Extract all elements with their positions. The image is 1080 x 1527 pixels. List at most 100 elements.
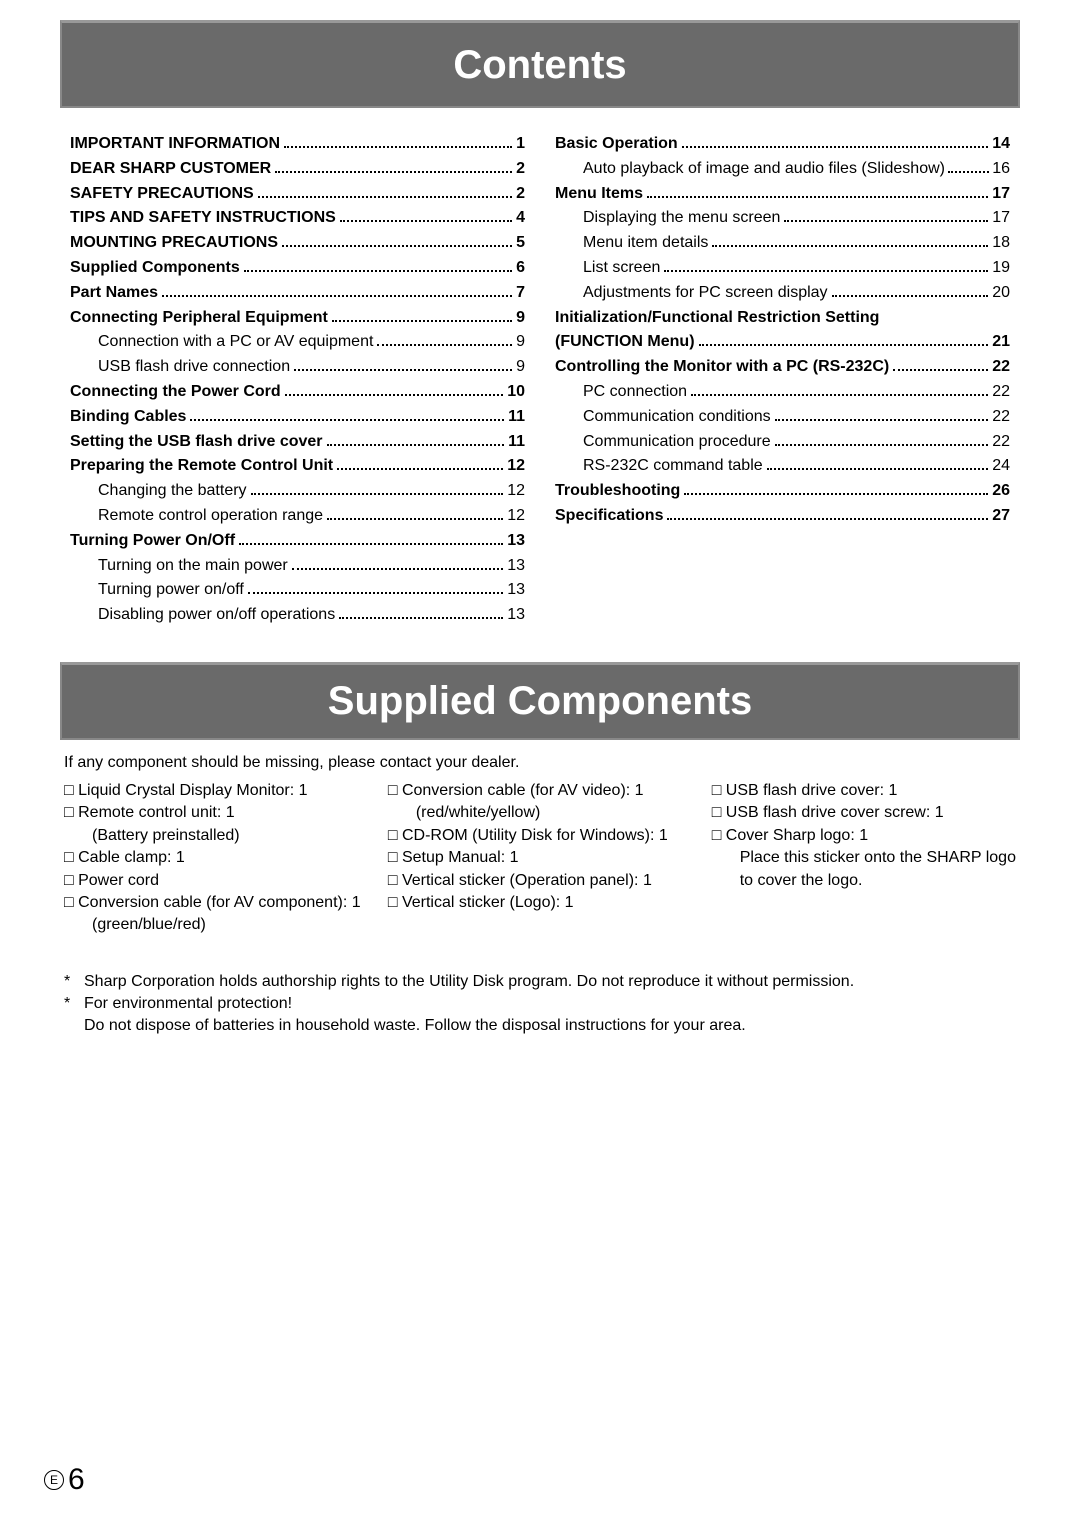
component-subtext: (red/white/yellow) [388,802,712,824]
toc-entry: Remote control operation range12 [70,504,525,529]
toc-label: Specifications [555,504,665,529]
component-item: □ Remote control unit: 1 [64,802,388,824]
toc-label: (FUNCTION Menu) [555,330,697,355]
page-footer: E 6 [44,1463,85,1497]
components-col-1: □ Liquid Crystal Display Monitor: 1□ Rem… [64,780,388,937]
toc-label: Auto playback of image and audio files (… [583,157,947,182]
toc-page: 17 [990,206,1010,231]
toc-label: Setting the USB flash drive cover [70,430,325,455]
toc-entry: RS-232C command table 24 [555,454,1010,479]
toc-label: Binding Cables [70,405,188,430]
toc-leader-dots [327,444,505,446]
toc-label: DEAR SHARP CUSTOMER [70,157,273,182]
toc-leader-dots [275,171,512,173]
toc-label: Remote control operation range [98,504,325,529]
toc-label: Menu Items [555,182,645,207]
toc-page: 20 [990,281,1010,306]
toc-page: 9 [514,306,525,331]
toc-leader-dots [258,196,512,198]
footnote-row: *Sharp Corporation holds authorship righ… [64,971,1016,993]
toc-leader-dots [699,344,989,346]
toc-label: Controlling the Monitor with a PC (RS-23… [555,355,891,380]
toc-entry: Displaying the menu screen17 [555,206,1010,231]
toc-leader-dots [784,220,988,222]
toc-page: 22 [990,355,1010,380]
toc-leader-dots [248,592,503,594]
toc-entry: Turning on the main power13 [70,554,525,579]
component-subtext: to cover the logo. [712,870,1016,892]
toc-page: 24 [990,454,1010,479]
toc-label: Turning on the main power [98,554,290,579]
supplied-intro: If any component should be missing, plea… [64,754,1016,772]
component-item: □ Cover Sharp logo: 1 [712,825,1016,847]
toc-leader-dots [682,146,989,148]
toc-leader-dots [712,245,988,247]
toc-leader-dots [251,493,504,495]
toc-leader-dots [775,419,989,421]
toc-leader-dots [284,146,512,148]
toc-label: IMPORTANT INFORMATION [70,132,282,157]
toc-entry: TIPS AND SAFETY INSTRUCTIONS4 [70,206,525,231]
component-item: □ Vertical sticker (Operation panel): 1 [388,870,712,892]
toc-label: Connection with a PC or AV equipment [98,330,375,355]
toc-label: Communication conditions [583,405,773,430]
footnote-star: * [64,971,84,993]
toc-entry: USB flash drive connection 9 [70,355,525,380]
toc-label: Disabling power on/off operations [98,603,337,628]
toc-label: USB flash drive connection [98,355,292,380]
component-item: □ Vertical sticker (Logo): 1 [388,892,712,914]
toc-page: 27 [990,504,1010,529]
toc-left-column: IMPORTANT INFORMATION1DEAR SHARP CUSTOME… [70,132,525,628]
component-subtext: (green/blue/red) [64,914,388,936]
toc-entry: SAFETY PRECAUTIONS2 [70,182,525,207]
toc-leader-dots [332,320,512,322]
toc-page: 7 [514,281,525,306]
toc-page: 13 [505,578,525,603]
toc-entry: Connecting the Power Cord10 [70,380,525,405]
component-subtext: (Battery preinstalled) [64,825,388,847]
toc-label: RS-232C command table [583,454,765,479]
toc-page: 9 [514,330,525,355]
toc-entry: DEAR SHARP CUSTOMER2 [70,157,525,182]
toc-entry: Initialization/Functional Restriction Se… [555,306,1010,331]
toc-entry: PC connection22 [555,380,1010,405]
toc-leader-dots [292,568,503,570]
toc-page: 16 [990,157,1010,182]
toc-entry: Communication conditions 22 [555,405,1010,430]
toc-page: 5 [514,231,525,256]
toc-entry: IMPORTANT INFORMATION1 [70,132,525,157]
toc-label: TIPS AND SAFETY INSTRUCTIONS [70,206,338,231]
toc-page: 12 [505,454,525,479]
toc-label: SAFETY PRECAUTIONS [70,182,256,207]
toc-leader-dots [340,220,512,222]
toc-page: 17 [990,182,1010,207]
component-subtext: Place this sticker onto the SHARP logo [712,847,1016,869]
toc-entry: Binding Cables11 [70,405,525,430]
toc-entry: Menu Items 17 [555,182,1010,207]
toc-leader-dots [282,245,512,247]
toc-leader-dots [339,617,503,619]
footnote-star: * [64,993,84,1015]
toc-page: 10 [505,380,525,405]
footnote-continuation: Do not dispose of batteries in household… [64,1015,1016,1037]
contents-header: Contents [60,20,1020,108]
toc-page: 18 [990,231,1010,256]
component-item: □ Power cord [64,870,388,892]
toc-page: 22 [990,405,1010,430]
toc-leader-dots [893,369,988,371]
component-item: □ Setup Manual: 1 [388,847,712,869]
toc-leader-dots [775,444,989,446]
toc-entry: Preparing the Remote Control Unit12 [70,454,525,479]
footnote-row: *For environmental protection! [64,993,1016,1015]
toc-page: 11 [506,430,525,455]
toc-entry: Menu item details18 [555,231,1010,256]
footnotes: *Sharp Corporation holds authorship righ… [60,971,1020,1038]
supplied-header: Supplied Components [60,662,1020,740]
toc-page: 6 [514,256,525,281]
toc-page: 9 [514,355,525,380]
toc-leader-dots [239,543,503,545]
toc-label: Basic Operation [555,132,680,157]
toc-entry: (FUNCTION Menu)21 [555,330,1010,355]
toc-page: 19 [990,256,1010,281]
toc-label: Turning Power On/Off [70,529,237,554]
